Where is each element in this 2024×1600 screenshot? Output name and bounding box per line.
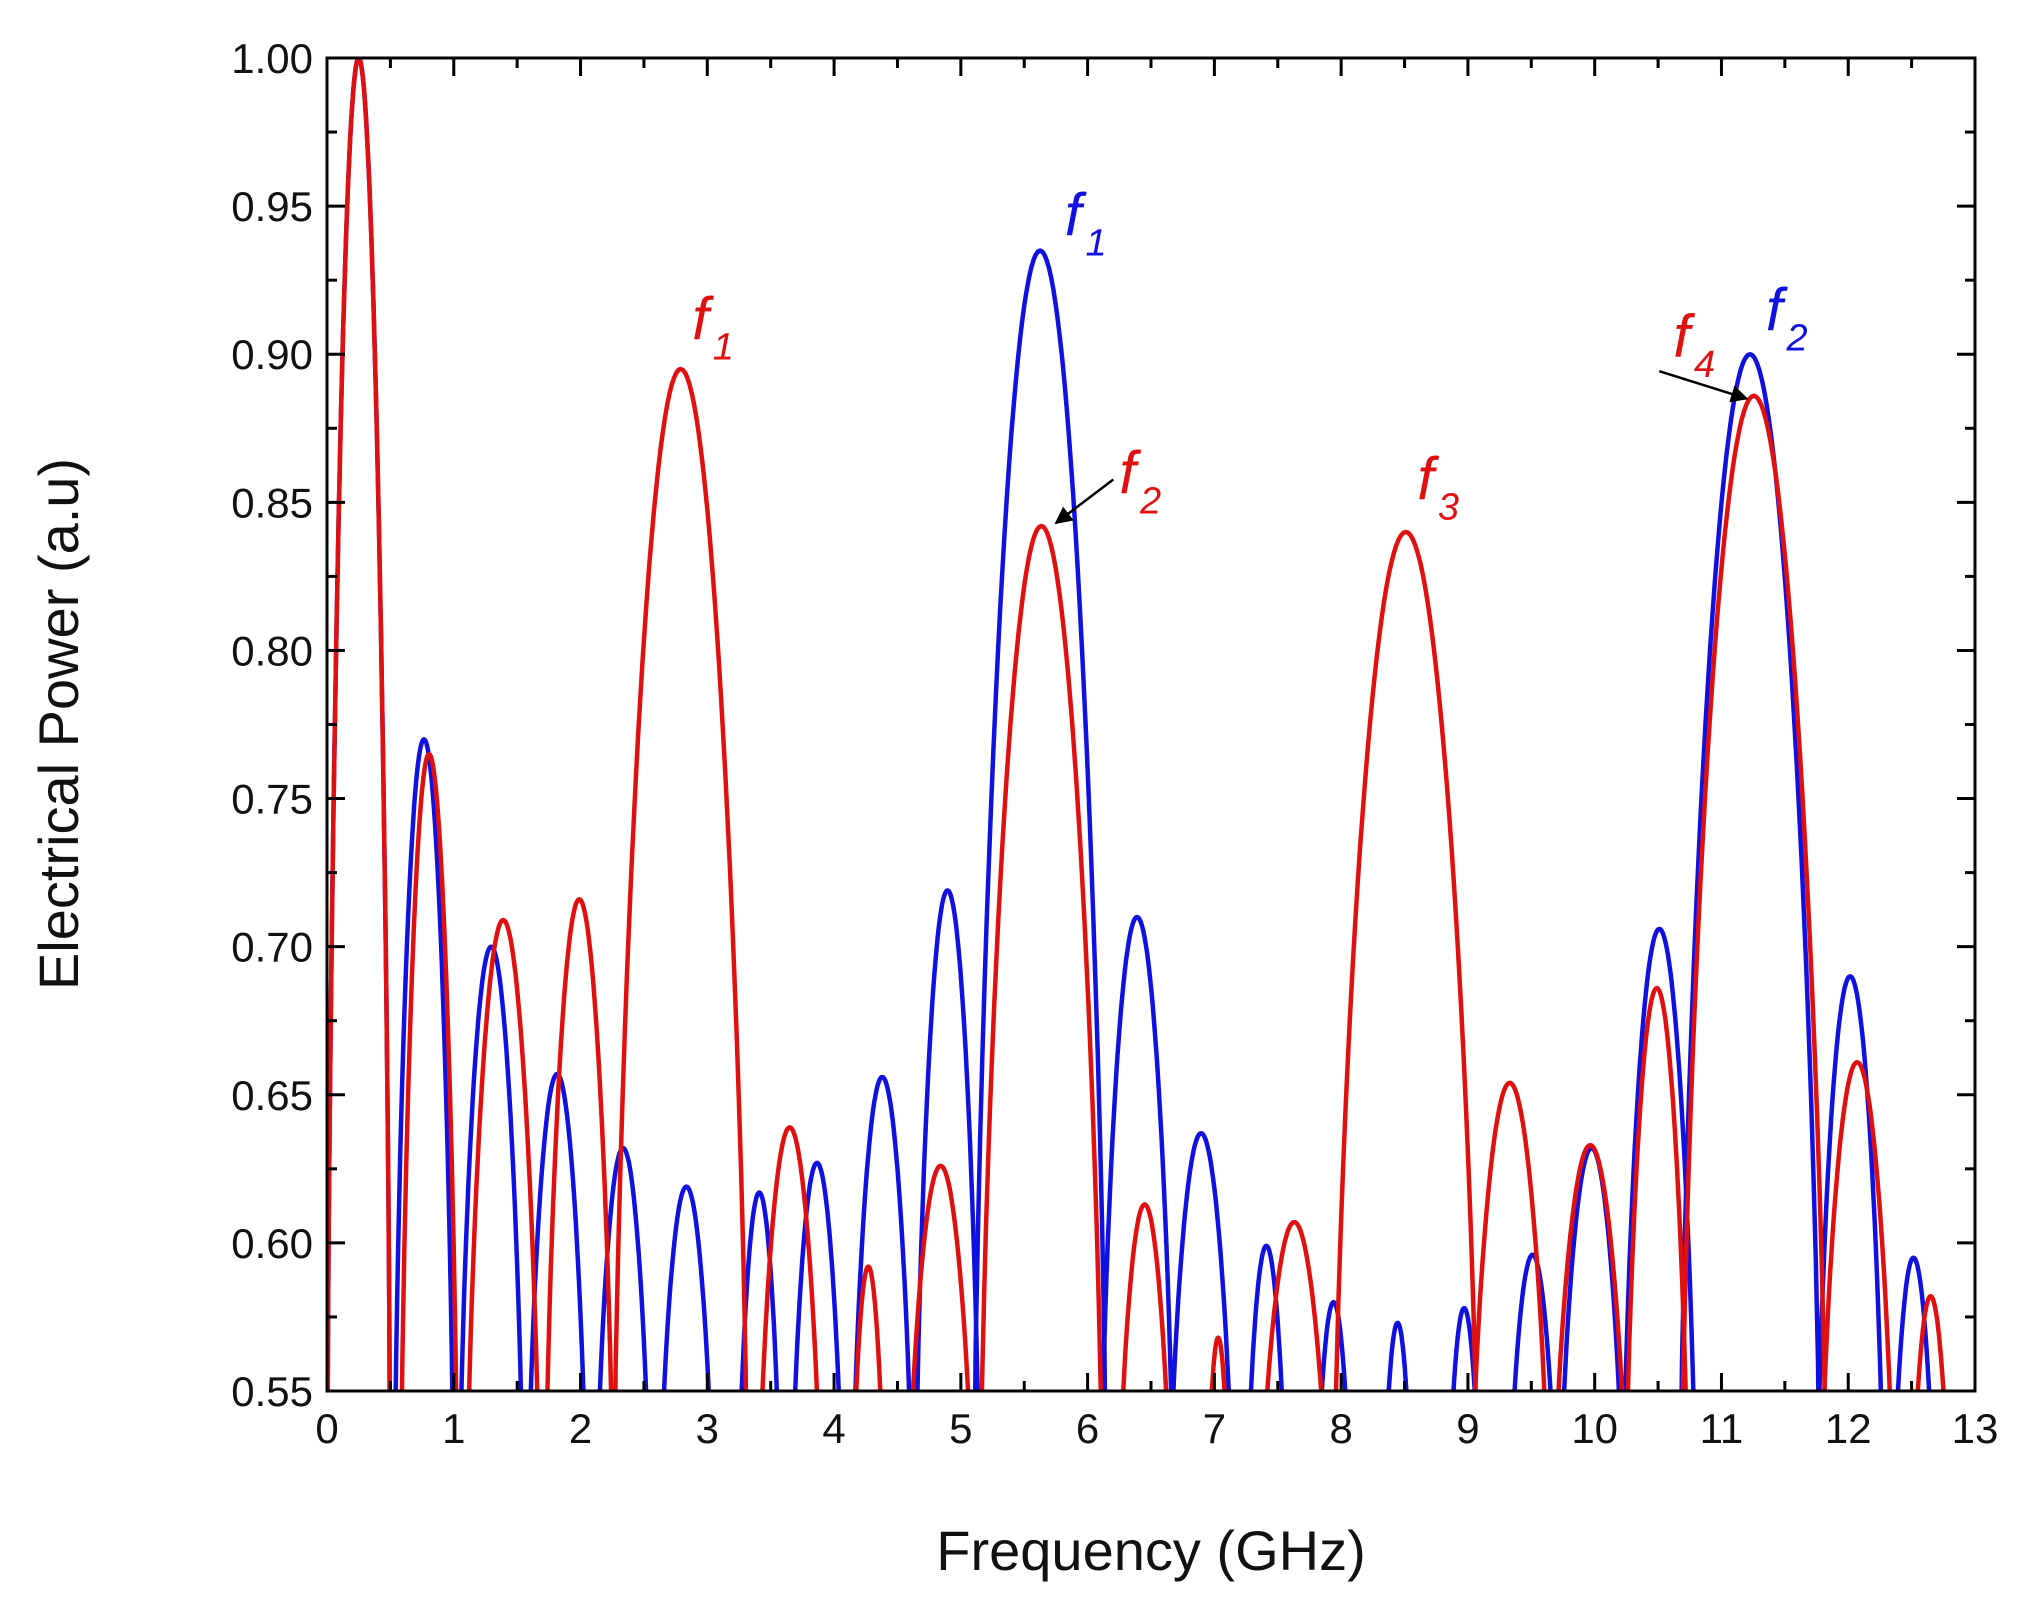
x-tick-label: 12: [1825, 1405, 1872, 1452]
annotation-subscript: 2: [1139, 480, 1161, 522]
series-red-lobe-12: [1333, 529, 1478, 1391]
x-tick-label: 13: [1952, 1405, 1999, 1452]
series-blue-lobe-1: [393, 737, 455, 1391]
series-red-lobe-0: [327, 58, 392, 1391]
series-red-lobe-4: [613, 366, 749, 1391]
annotation-subscript: 4: [1694, 344, 1715, 386]
series-red-lobe-15: [1625, 985, 1688, 1391]
x-tick-labels: 0 1 2 3 4 5 6 7 8 9 10 11 12 13: [315, 1405, 1998, 1452]
series-layer: [327, 58, 1946, 1391]
annotation-subscript: 2: [1786, 318, 1808, 360]
annotation-arrow: [1658, 369, 1749, 403]
series-blue-lobe-8: [853, 1074, 912, 1391]
series-red-lobe-18: [1915, 1293, 1946, 1391]
series-red-lobe-11: [1265, 1219, 1324, 1391]
y-tick-label: 1.00: [231, 35, 313, 82]
y-tick-label: 0.75: [231, 776, 313, 823]
x-tick-label: 0: [315, 1405, 338, 1452]
series-red-lobe-14: [1556, 1142, 1625, 1391]
series-blue: [327, 58, 1932, 1391]
x-tick-label: 9: [1456, 1405, 1479, 1452]
series-red-lobe-3: [545, 897, 614, 1391]
x-tick-label: 1: [442, 1405, 465, 1452]
y-tick-label: 0.80: [231, 627, 313, 674]
y-tick-label: 0.85: [231, 479, 313, 526]
series-blue-lobe-18: [1561, 1145, 1622, 1391]
series-red-lobe-13: [1472, 1080, 1547, 1391]
series-blue-lobe-12: [1171, 1131, 1231, 1391]
annotation-subscript: 1: [1085, 223, 1106, 265]
annotation-main: f: [1766, 277, 1788, 344]
annotation-main: f: [1065, 182, 1087, 249]
series-blue-lobe-5: [661, 1184, 711, 1391]
series-red-lobe-1: [399, 751, 459, 1391]
x-tick-label: 5: [949, 1405, 972, 1452]
annotation-arrow: [1054, 478, 1115, 525]
series-blue-lobe-2: [459, 944, 524, 1391]
series-blue-lobe-10: [972, 248, 1108, 1391]
x-tick-label: 4: [822, 1405, 845, 1452]
tick-layer: [325, 56, 1977, 1393]
annotation-subscript: 1: [713, 326, 734, 368]
series-blue-lobe-20: [1679, 351, 1821, 1391]
annotations: f 1f 1f 2 f 3f 4f 2: [692, 182, 1808, 529]
series-blue-lobe-11: [1100, 914, 1174, 1391]
y-tick-label: 0.55: [231, 1368, 313, 1415]
y-axis-title: Electrical Power (a.u): [27, 458, 90, 990]
x-axis-title: Frequency (GHz): [936, 1519, 1365, 1582]
series-blue-lobe-13: [1248, 1243, 1284, 1391]
y-tick-label: 0.70: [231, 924, 313, 971]
x-tick-label: 3: [696, 1405, 719, 1452]
series-blue-lobe-15: [1386, 1320, 1409, 1391]
x-tick-label: 10: [1571, 1405, 1618, 1452]
series-blue-lobe-21: [1817, 974, 1884, 1391]
series-red-lobe-17: [1822, 1059, 1893, 1391]
annotation-subscript: 3: [1438, 486, 1459, 528]
y-tick-label: 0.65: [231, 1072, 313, 1119]
series-blue-lobe-7: [792, 1160, 841, 1391]
series-red-lobe-9: [1121, 1202, 1169, 1391]
annotation-main: f: [1417, 445, 1439, 512]
series-red-lobe-2: [466, 917, 540, 1391]
y-tick-label: 0.60: [231, 1220, 313, 1267]
series-blue-lobe-19: [1623, 926, 1696, 1391]
series-blue-lobe-16: [1451, 1305, 1478, 1391]
annotation-main: f: [1119, 439, 1141, 506]
annotation-main: f: [692, 285, 714, 352]
y-tick-label: 0.95: [231, 183, 313, 230]
series-red-lobe-6: [854, 1264, 883, 1391]
series-blue-lobe-14: [1319, 1299, 1348, 1391]
series-blue-lobe-0: [327, 58, 392, 1391]
series-red-lobe-5: [760, 1125, 820, 1391]
series-red-lobe-16: [1680, 393, 1827, 1391]
series-red: [327, 58, 1946, 1391]
series-red-lobe-10: [1209, 1335, 1227, 1391]
x-tick-label: 11: [1700, 1405, 1744, 1452]
annotation-main: f: [1673, 303, 1695, 370]
series-blue-lobe-22: [1895, 1255, 1932, 1391]
series-blue-lobe-17: [1512, 1252, 1553, 1391]
series-blue-lobe-9: [915, 888, 980, 1391]
x-tick-label: 8: [1329, 1405, 1352, 1452]
series-red-lobe-8: [979, 523, 1104, 1391]
y-tick-labels: 0.55 0.60 0.65 0.70 0.75 0.80 0.85 0.90 0.95 1.00: [231, 35, 313, 1415]
x-tick-label: 6: [1076, 1405, 1099, 1452]
series-red-lobe-7: [910, 1163, 971, 1391]
y-tick-label: 0.90: [231, 331, 313, 378]
x-tick-label: 2: [569, 1405, 592, 1452]
x-tick-label: 7: [1203, 1405, 1226, 1452]
